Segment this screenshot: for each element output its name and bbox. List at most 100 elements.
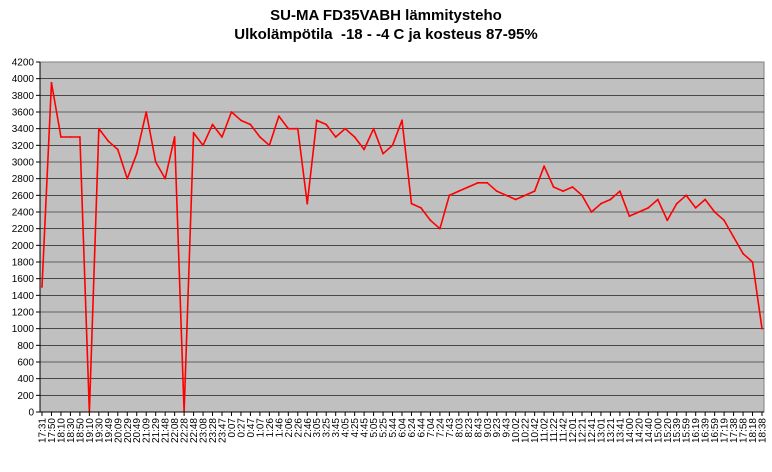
chart-title-line1: SU-MA FD35VABH lämmitysteho [270, 7, 502, 24]
x-tick-label: 21:48 [161, 418, 172, 443]
data-point [50, 81, 53, 84]
y-tick-label: 1000 [12, 324, 35, 335]
x-axis-ticks: 17:3117:5018:1018:3018:5019:1019:3019:49… [38, 412, 769, 443]
y-tick-label: 2800 [12, 174, 35, 185]
x-tick-label: 1:26 [265, 418, 276, 438]
x-tick-label: 15:39 [672, 418, 683, 443]
x-tick-label: 14:00 [625, 418, 636, 443]
y-tick-label: 4200 [12, 58, 35, 69]
y-tick-label: 4000 [12, 74, 35, 85]
data-point [69, 136, 72, 138]
y-tick-label: 3600 [12, 108, 35, 119]
x-tick-label: 4:45 [360, 418, 371, 438]
x-tick-label: 3:05 [312, 418, 323, 438]
x-tick-label: 22:28 [180, 418, 191, 443]
data-point [438, 227, 441, 230]
data-point [543, 165, 546, 168]
x-tick-label: 4:05 [341, 418, 352, 438]
data-point [429, 219, 432, 222]
data-point [325, 123, 328, 126]
x-tick-label: 10:22 [521, 418, 532, 443]
x-tick-label: 22:08 [170, 418, 181, 443]
data-point [637, 211, 640, 213]
data-point [751, 261, 754, 263]
data-point [230, 111, 233, 113]
data-point [401, 119, 403, 122]
data-point [306, 202, 309, 205]
x-tick-label: 0:07 [227, 418, 238, 438]
data-point [656, 198, 659, 201]
data-point [581, 194, 583, 197]
x-tick-label: 5:25 [379, 418, 390, 438]
data-point [268, 144, 271, 147]
x-tick-label: 2:06 [284, 418, 295, 438]
x-tick-label: 11:42 [559, 418, 570, 443]
data-point [287, 127, 290, 130]
data-point [116, 148, 119, 151]
x-tick-label: 17:50 [47, 418, 58, 443]
data-point [694, 206, 697, 209]
x-tick-label: 3:45 [331, 418, 342, 438]
data-point [334, 136, 337, 138]
x-tick-label: 12:01 [568, 418, 579, 443]
data-point [524, 194, 527, 197]
x-tick-label: 16:19 [691, 418, 702, 443]
x-tick-label: 11:22 [549, 418, 560, 443]
data-point [704, 198, 707, 201]
x-tick-label: 6:44 [416, 418, 427, 438]
x-tick-label: 10:02 [511, 418, 522, 443]
data-point [571, 186, 574, 188]
x-tick-label: 6:24 [407, 418, 418, 438]
y-tick-label: 3000 [12, 158, 35, 169]
x-tick-label: 2:26 [293, 418, 304, 438]
data-point [391, 144, 394, 147]
data-point [107, 140, 110, 143]
data-point [713, 211, 716, 213]
data-point [60, 136, 62, 138]
data-point [372, 127, 375, 130]
x-tick-label: 18:38 [758, 418, 769, 443]
x-tick-label: 21:09 [142, 418, 153, 443]
y-tick-label: 1800 [12, 258, 35, 269]
data-point [363, 148, 366, 151]
x-tick-label: 2:46 [303, 418, 314, 438]
x-tick-label: 17:19 [720, 418, 731, 443]
x-tick-label: 1:07 [255, 418, 266, 438]
x-tick-label: 17:31 [38, 418, 49, 443]
y-tick-label: 3800 [12, 91, 35, 102]
data-point [505, 194, 508, 197]
x-tick-label: 10:42 [530, 418, 541, 443]
x-tick-label: 8:23 [464, 418, 475, 438]
data-point [647, 206, 650, 209]
data-point [164, 177, 167, 180]
data-point [732, 236, 735, 238]
x-tick-label: 23:08 [199, 418, 210, 443]
data-point [145, 111, 148, 113]
x-tick-label: 15:59 [682, 418, 693, 443]
gridlines [40, 78, 764, 396]
y-tick-label: 3200 [12, 141, 35, 152]
x-tick-label: 15:20 [663, 418, 674, 443]
data-point [514, 198, 517, 201]
x-tick-label: 20:29 [123, 418, 134, 443]
data-point [495, 190, 498, 193]
y-tick-label: 2600 [12, 191, 35, 202]
x-tick-label: 17:38 [729, 418, 740, 443]
data-point [154, 161, 157, 163]
x-tick-label: 0:47 [246, 418, 257, 438]
y-tick-label: 0 [28, 408, 34, 419]
x-tick-label: 16:59 [710, 418, 721, 443]
x-tick-label: 9:23 [492, 418, 503, 438]
x-tick-label: 9:03 [483, 418, 494, 438]
x-tick-label: 12:21 [578, 418, 589, 443]
data-point [476, 181, 479, 184]
y-tick-label: 1600 [12, 274, 35, 285]
x-tick-label: 9:43 [502, 418, 513, 438]
data-point [135, 152, 138, 155]
data-point [258, 136, 261, 138]
data-point [600, 202, 602, 205]
x-tick-label: 13:41 [615, 418, 626, 443]
data-point [296, 127, 299, 130]
data-point [533, 190, 536, 193]
